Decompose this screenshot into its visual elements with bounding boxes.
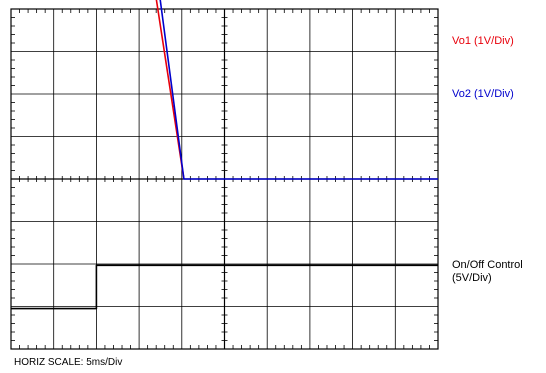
x-axis-label: HORIZ SCALE: 5ms/Div: [14, 357, 123, 368]
trace-vo1: [155, 0, 185, 180]
legend-on-off-name: On/Off Control: [452, 259, 523, 271]
legend-on-off-control: On/Off Control (5V/Div): [452, 259, 523, 285]
trace-vo2: [159, 0, 438, 180]
chart-traces: [11, 0, 438, 310]
legend-vo1: Vo1 (1V/Div): [452, 35, 514, 47]
legend-on-off-scale: (5V/Div): [452, 272, 492, 284]
legend-vo2: Vo2 (1V/Div): [452, 88, 514, 100]
trace-on-off-control: [11, 264, 438, 310]
